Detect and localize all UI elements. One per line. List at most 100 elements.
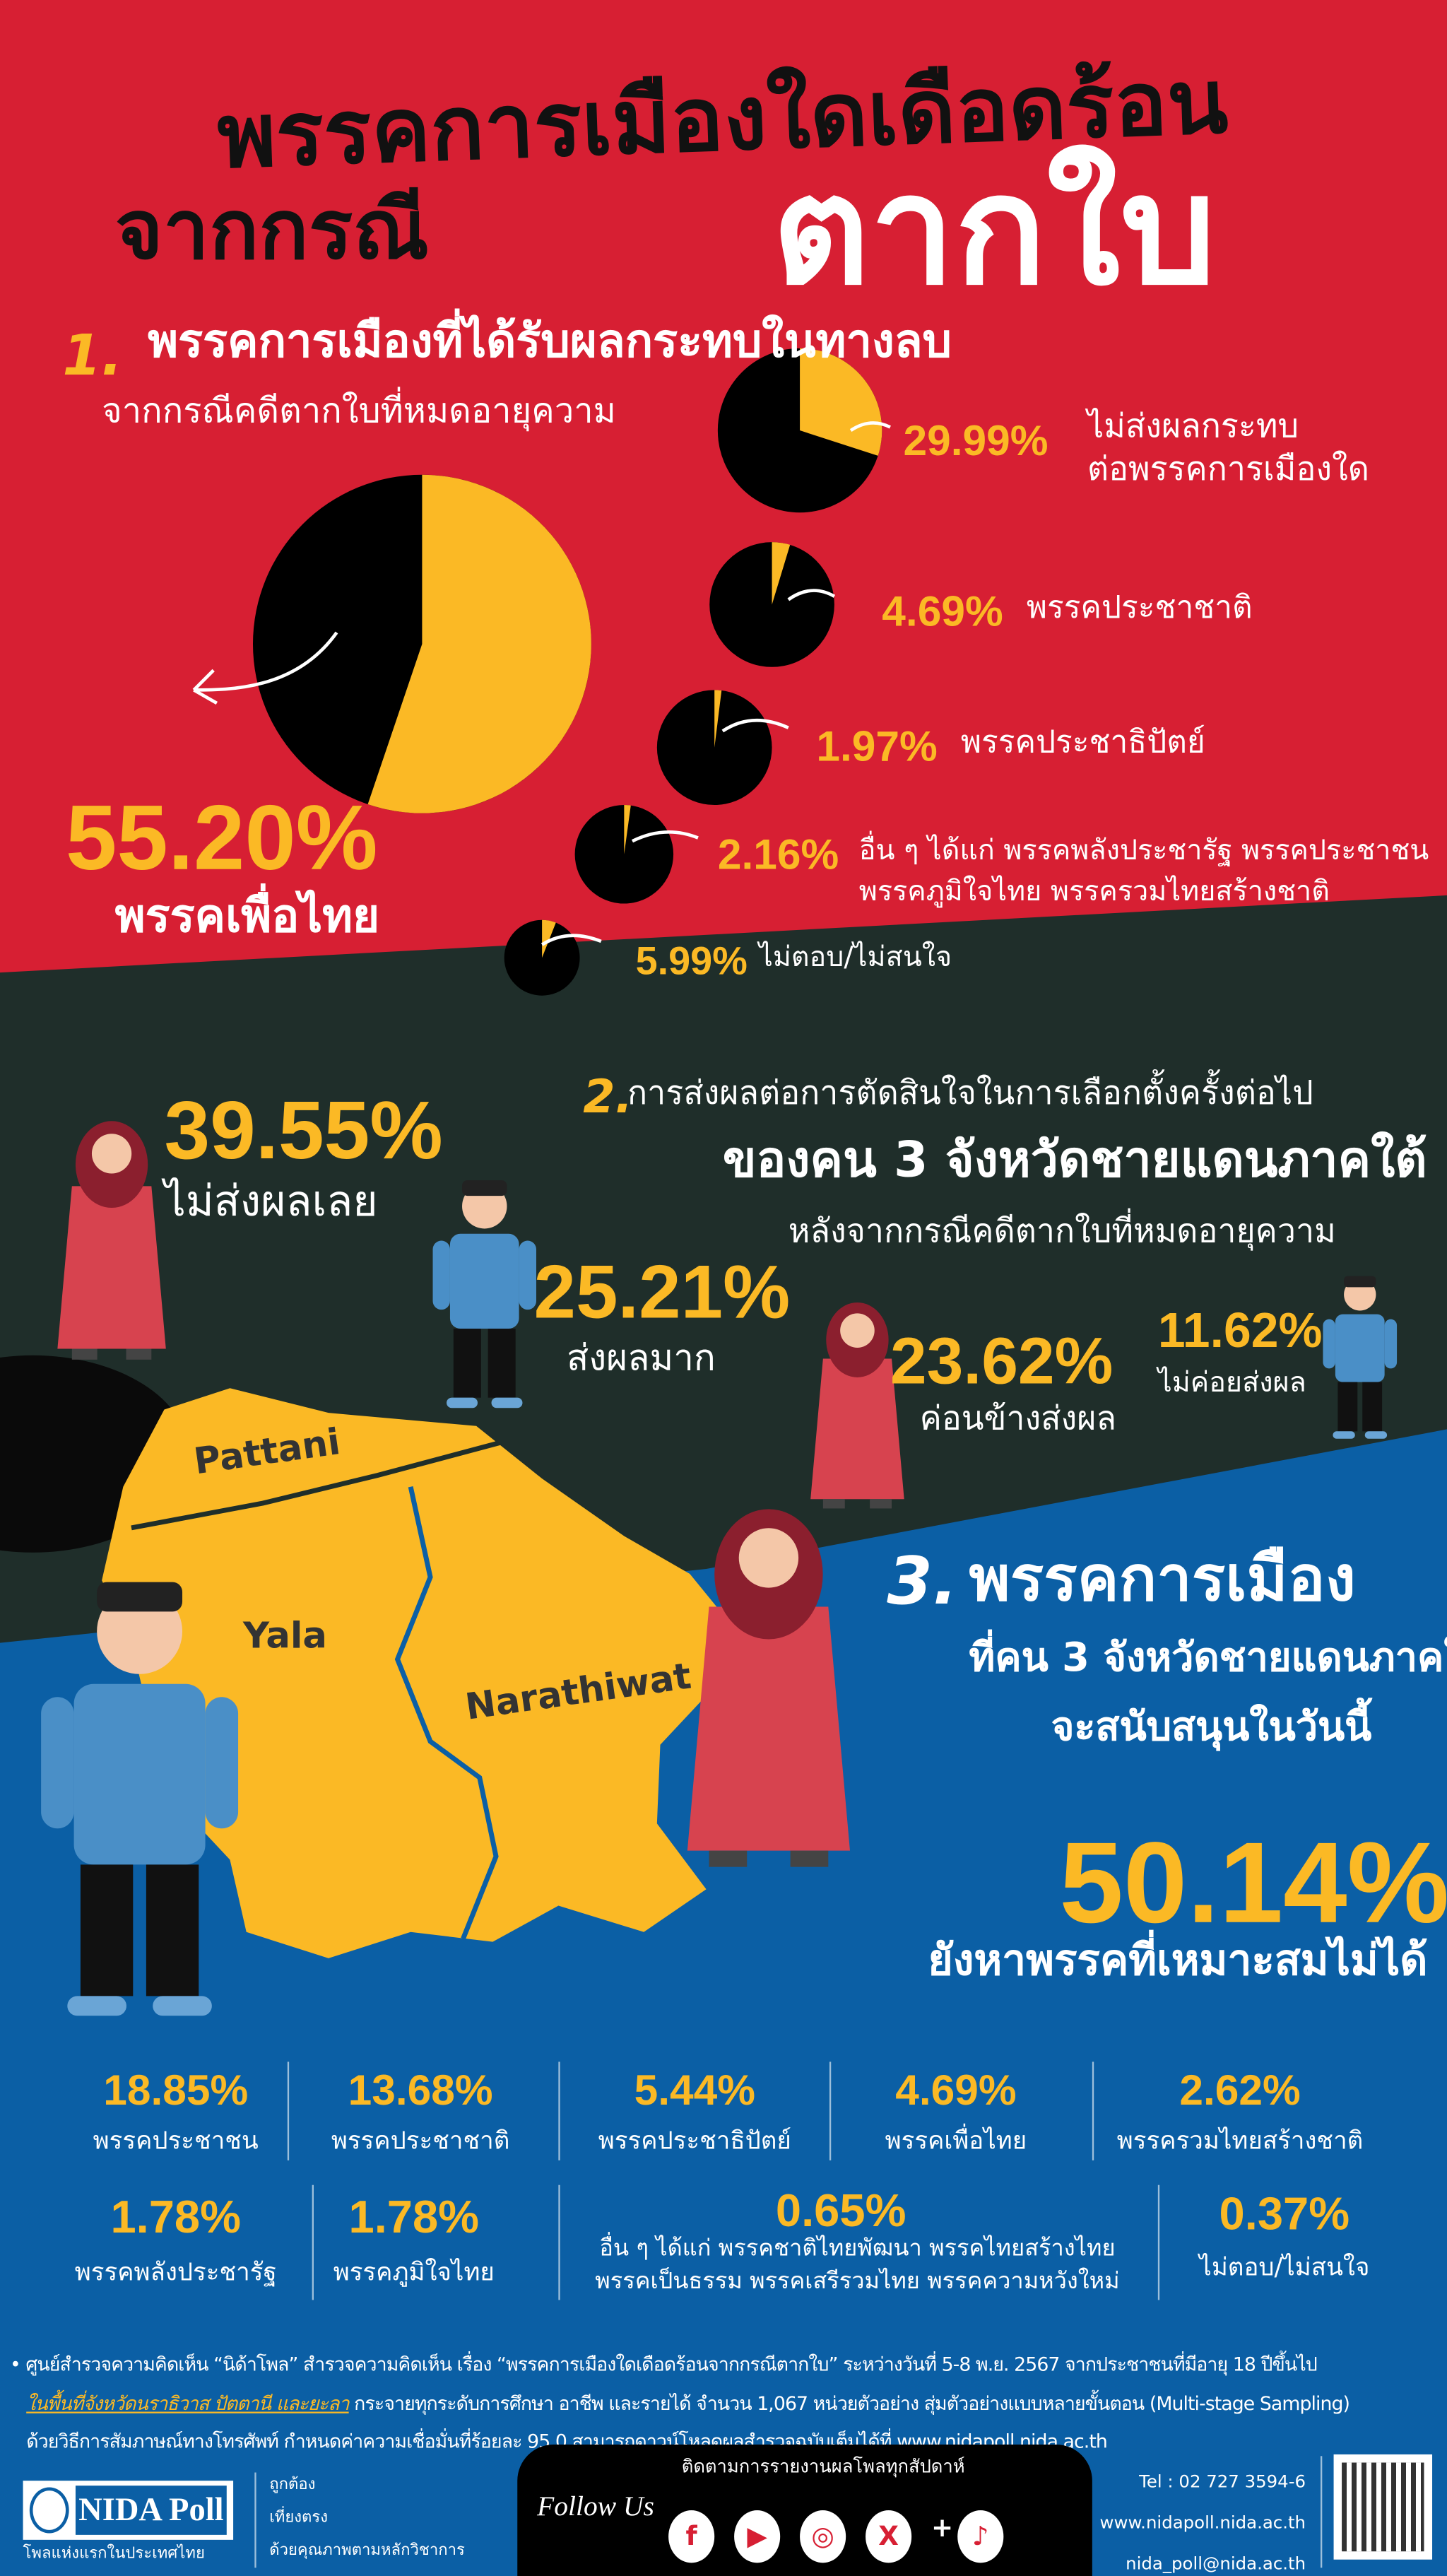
woman-figure-large	[687, 1509, 850, 1867]
arrows	[192, 421, 891, 946]
section1-subheading: จากกรณีคดีตากใบที่หมดอายุความ	[102, 391, 616, 431]
follow-label: Follow Us	[537, 2490, 654, 2522]
section3-heading2: ที่คน 3 จังหวัดชายแดนภาคใต้	[969, 1634, 1447, 1681]
instagram-icon[interactable]: ◎	[800, 2510, 846, 2563]
party-percent: 1.78%	[348, 2192, 480, 2243]
effect-percent: 39.55%	[164, 1084, 443, 1177]
pie-3-slice	[624, 805, 631, 854]
party-percent: 0.65%	[775, 2184, 906, 2236]
qr-pattern	[1342, 2462, 1424, 2552]
item-label: ไม่ส่งผลกระทบ ต่อพรรคการเมืองใด	[1087, 406, 1369, 488]
tagline: ถูกต้อง	[269, 2476, 316, 2494]
province-map	[102, 1388, 726, 1958]
party-label: พรรคเพื่อไทย	[885, 2126, 1027, 2156]
woman-figure	[57, 1121, 166, 1360]
party-label: พรรคพลังประชารัฐ	[74, 2257, 277, 2287]
item-label: อื่น ๆ ได้แก่ พรรคพลังประชารัฐ พรรคประชา…	[858, 834, 1429, 908]
party-label: พรรครวมไทยสร้างชาติ	[1116, 2126, 1364, 2156]
tagline: ด้วยคุณภาพตามหลักวิชาการ	[269, 2541, 465, 2560]
divider	[558, 2062, 560, 2160]
pie-4-base	[504, 919, 580, 996]
effect-label: ส่งผลมาก	[566, 1339, 716, 1380]
pie-0-slice	[800, 348, 882, 456]
item-label: พรรคประชาธิปัตย์	[960, 724, 1205, 761]
plus-sign: +	[931, 2512, 954, 2543]
woman-figure	[810, 1302, 904, 1509]
map-border	[394, 1486, 499, 1940]
x-icon[interactable]: X	[866, 2510, 912, 2563]
divider	[1320, 2456, 1323, 2568]
man-figure-large	[41, 1582, 239, 2016]
party-percent: 2.62%	[1179, 2065, 1301, 2115]
youtube-icon[interactable]: ▶	[734, 2510, 781, 2563]
website-link[interactable]: www.nidapoll.nida.ac.th	[1099, 2513, 1306, 2534]
section1-heading: พรรคการเมืองที่ได้รับผลกระทบในทางลบ	[148, 313, 952, 368]
pie-2-slice	[714, 690, 722, 748]
facebook-icon[interactable]: f	[668, 2510, 715, 2563]
divider	[829, 2062, 832, 2160]
item-percent: 2.16%	[717, 829, 839, 879]
party-label: อื่น ๆ ได้แก่ พรรคชาติไทยพัฒนา พรรคไทยสร…	[595, 2235, 1120, 2295]
arrow-icon	[849, 421, 891, 433]
effect-percent: 11.62%	[1157, 1304, 1323, 1359]
man-figure	[432, 1180, 536, 1408]
section2-heading2: ของคน 3 จังหวัดชายแดนภาคใต้	[722, 1131, 1427, 1190]
divider	[558, 2184, 560, 2300]
party-label: พรรคประชาชาติ	[331, 2126, 510, 2156]
divider	[254, 2472, 256, 2568]
seal-icon	[29, 2487, 69, 2534]
effect-label: ค่อนข้างส่งผล	[919, 1398, 1117, 1438]
item-percent: 4.69%	[882, 586, 1003, 636]
support-main-label: ยังหาพรรคที่เหมาะสมไม่ได้	[928, 1936, 1428, 1987]
pie-4-slice	[542, 919, 556, 958]
item-percent: 5.99%	[635, 939, 748, 984]
tel: Tel : 02 727 3594-6	[1139, 2472, 1306, 2493]
nida-poll-logo: NIDA Poll	[23, 2481, 234, 2540]
arrow-icon	[192, 631, 338, 705]
section2-heading1: การส่งผลต่อการตัดสินใจในการเลือกตั้งครั้…	[627, 1072, 1313, 1112]
tiktok-icon[interactable]: ♪	[957, 2510, 1004, 2563]
party-label: ไม่ตอบ/ไม่สนใจ	[1199, 2252, 1370, 2282]
follow-box: Follow Us ติดตามการรายงานผลโพลทุกสัปดาห์…	[517, 2445, 1092, 2576]
logo-text: NIDA Poll	[75, 2486, 227, 2535]
divider	[287, 2062, 290, 2160]
arrow-icon	[541, 934, 602, 946]
section2-number: 2.	[583, 1069, 633, 1124]
item-percent: 1.97%	[816, 721, 938, 771]
item-label: ไม่ตอบ/ไม่สนใจ	[758, 941, 952, 975]
section3-heading3: จะสนับสนุนในวันนี้	[1051, 1703, 1372, 1750]
tagline: เที่ยงตรง	[269, 2508, 329, 2527]
arrow-icon	[631, 830, 699, 843]
survey-area: ในพื้นที่จังหวัดนราธิวาส ปัตตานี และยะลา	[26, 2392, 349, 2416]
party-percent: 4.69%	[895, 2065, 1017, 2115]
section1-number: 1.	[62, 323, 123, 389]
item-percent: 29.99%	[903, 416, 1049, 465]
footnote-line1: • ศูนย์สำรวจความคิดเห็น “นิด้าโพล” สำรวจ…	[9, 2352, 1318, 2376]
title-highlight: ตากใบ	[772, 143, 1217, 319]
divider	[1092, 2062, 1094, 2160]
map-border	[131, 1440, 502, 1531]
main-label: พรรคเพื่อไทย	[114, 888, 380, 943]
arrow-icon	[787, 589, 836, 601]
support-main-percent: 50.14%	[1059, 1818, 1447, 1947]
main-pie-slice	[367, 474, 591, 813]
party-percent: 18.85%	[103, 2065, 249, 2115]
section2-heading3: หลังจากกรณีคดีตากใบที่หมดอายุความ	[788, 1211, 1336, 1251]
party-label: พรรคประชาชน	[93, 2126, 259, 2156]
title-line2: จากกรณี	[114, 182, 430, 278]
email-link[interactable]: nida_poll@nida.ac.th	[1126, 2554, 1306, 2575]
party-percent: 1.78%	[110, 2192, 242, 2243]
section3-heading1: พรรคการเมือง	[969, 1542, 1356, 1616]
divider	[1157, 2184, 1160, 2300]
map-label-yala: Yala	[243, 1616, 327, 1658]
people-illustrations	[41, 1121, 1398, 2016]
effect-label: ไม่ส่งผลเลย	[164, 1177, 378, 1228]
party-percent: 5.44%	[634, 2065, 756, 2115]
arrow-icon	[721, 718, 789, 733]
qr-code[interactable]	[1333, 2454, 1433, 2560]
party-percent: 0.37%	[1219, 2188, 1350, 2240]
section3-number: 3.	[887, 1544, 958, 1621]
follow-subtitle: ติดตามการรายงานผลโพลทุกสัปดาห์	[681, 2456, 965, 2478]
